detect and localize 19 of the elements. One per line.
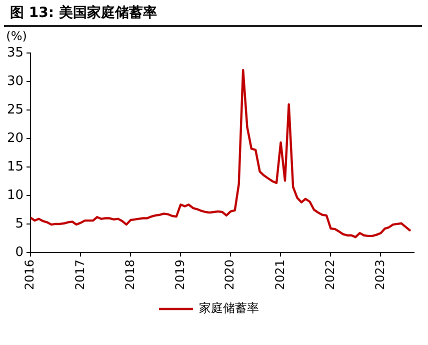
legend-label: 家庭储蓄率: [199, 301, 259, 316]
y-tick-label: 0: [15, 244, 24, 260]
x-tick-label: 2022: [322, 259, 337, 290]
x-tick-label: 2019: [172, 259, 187, 290]
x-tick-label: 2016: [22, 259, 37, 290]
x-tick-label: 2021: [272, 259, 287, 290]
y-tick-label: 15: [6, 159, 24, 174]
chart-title: 图 13: 美国家庭储蓄率: [4, 0, 422, 27]
x-tick-label: 2018: [122, 259, 137, 290]
y-tick-label: 25: [6, 102, 24, 118]
x-tick-label: 2023: [372, 259, 387, 290]
y-tick-label: 30: [6, 74, 24, 89]
y-axis-title: (%): [6, 29, 27, 44]
y-tick-label: 20: [6, 130, 24, 146]
y-tick-label: 35: [6, 45, 24, 60]
y-tick-label: 5: [15, 216, 24, 232]
y-tick-label: 10: [6, 188, 24, 203]
x-tick-label: 2020: [222, 259, 237, 290]
x-tick-label: 2017: [72, 259, 87, 290]
